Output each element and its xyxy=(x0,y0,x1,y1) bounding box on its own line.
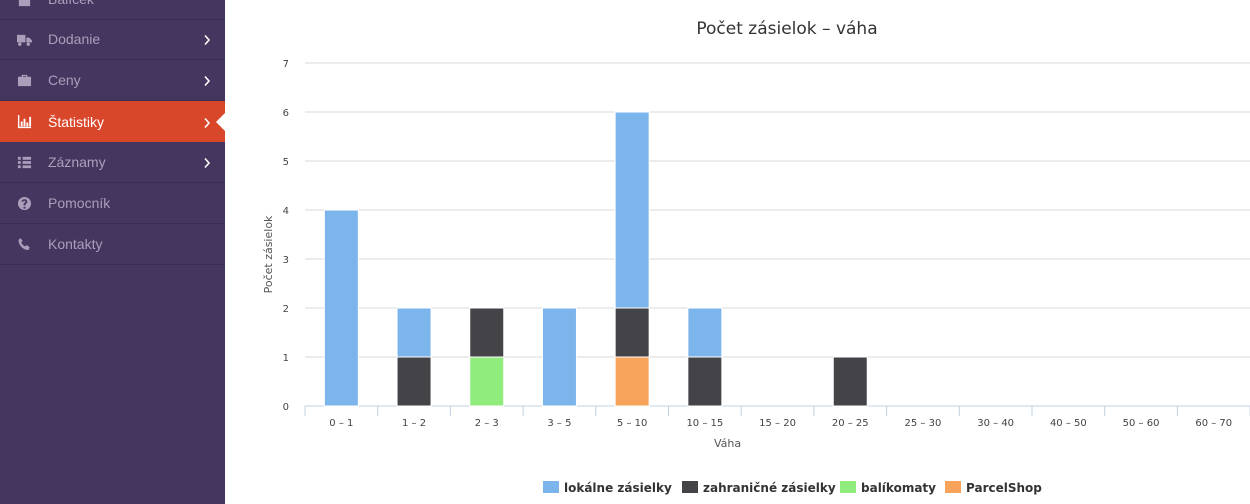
legend-label: lokálne zásielky xyxy=(564,481,672,495)
legend-item[interactable]: lokálne zásielky xyxy=(543,481,672,495)
sidebar-item-label: Balíček xyxy=(48,0,225,7)
sidebar-item-label: Pomocník xyxy=(48,195,111,211)
bar-balikomaty xyxy=(469,356,505,407)
x-tick-label: 20 – 25 xyxy=(832,418,869,429)
bar-parcelshop xyxy=(614,356,650,407)
y-tick-label: 0 xyxy=(283,402,289,413)
question-circle-icon xyxy=(0,183,48,223)
truck-icon xyxy=(0,19,48,59)
legend-swatch xyxy=(543,481,559,493)
sidebar: Balíček Dodanie Ceny Štatistiky Záznamy Pomoc… xyxy=(0,0,225,504)
sidebar-item-label: Záznamy xyxy=(48,154,106,170)
chevron-right-icon xyxy=(203,33,211,46)
x-tick-label: 0 – 1 xyxy=(329,418,353,429)
sidebar-item-zaznamy[interactable]: Záznamy xyxy=(0,142,225,183)
bar-zahranicne-zasielky xyxy=(469,307,505,358)
x-tick-label: 1 – 2 xyxy=(402,418,426,429)
legend-label: zahraničné zásielky xyxy=(703,481,836,495)
bar-lokalne-zasielky xyxy=(323,209,359,407)
sidebar-item-label: Ceny xyxy=(48,72,81,88)
y-tick-label: 4 xyxy=(283,206,289,217)
chart-title: Počet zásielok – váha xyxy=(696,19,877,39)
legend-swatch xyxy=(682,481,698,493)
bars-group xyxy=(323,111,868,407)
x-tick-label: 30 – 40 xyxy=(977,418,1014,429)
x-tick-label: 2 – 3 xyxy=(475,418,499,429)
bar-zahranicne-zasielky xyxy=(832,356,868,407)
legend-swatch xyxy=(840,481,856,493)
x-tick-label: 25 – 30 xyxy=(905,418,942,429)
bar-lokalne-zasielky xyxy=(541,307,577,407)
sidebar-item-statistiky[interactable]: Štatistiky xyxy=(0,101,225,142)
chevron-right-icon xyxy=(203,116,211,128)
briefcase-icon xyxy=(0,60,48,100)
x-tick-label: 40 – 50 xyxy=(1050,418,1087,429)
x-tick-label: 10 – 15 xyxy=(686,418,723,429)
y-tick-label: 3 xyxy=(283,255,289,266)
legend-label: balíkomaty xyxy=(861,481,936,495)
y-axis-title: Počet zásielok xyxy=(262,215,275,293)
sidebar-item-label: Kontakty xyxy=(48,236,103,252)
legend-item[interactable]: balíkomaty xyxy=(840,481,936,495)
chevron-right-icon xyxy=(203,156,211,169)
sidebar-item-ceny[interactable]: Ceny xyxy=(0,60,225,101)
legend-swatch xyxy=(945,481,961,493)
bar-lokalne-zasielky xyxy=(396,307,432,358)
sidebar-item-kontakty[interactable]: Kontakty xyxy=(0,224,225,265)
x-tick-label: 5 – 10 xyxy=(617,418,647,429)
bar-zahranicne-zasielky xyxy=(687,356,723,407)
sidebar-item-balicek[interactable]: Balíček xyxy=(0,0,225,20)
phone-icon xyxy=(0,224,48,264)
y-tick-label: 6 xyxy=(283,108,289,119)
list-icon xyxy=(0,142,48,182)
legend-item[interactable]: ParcelShop xyxy=(945,481,1042,495)
sidebar-item-label: Štatistiky xyxy=(48,113,105,130)
sidebar-item-pomocnik[interactable]: Pomocník xyxy=(0,183,225,224)
y-tick-label: 7 xyxy=(283,59,289,70)
bar-lokalne-zasielky xyxy=(614,111,650,309)
x-axis-title: Váha xyxy=(714,437,741,450)
sidebar-item-dodanie[interactable]: Dodanie xyxy=(0,19,225,60)
bar-zahranicne-zasielky xyxy=(396,356,432,407)
active-indicator xyxy=(216,112,225,131)
legend-item[interactable]: zahraničné zásielky xyxy=(682,481,836,495)
bar-zahranicne-zasielky xyxy=(614,307,650,358)
chevron-right-icon xyxy=(203,74,211,87)
legend-label: ParcelShop xyxy=(966,481,1042,495)
bar-lokalne-zasielky xyxy=(687,307,723,358)
sidebar-item-label: Dodanie xyxy=(48,31,101,47)
x-tick-label: 15 – 20 xyxy=(759,418,796,429)
y-tick-label: 2 xyxy=(283,304,289,315)
x-tick-label: 3 – 5 xyxy=(547,418,571,429)
y-tick-label: 5 xyxy=(283,157,289,168)
x-tick-label: 50 – 60 xyxy=(1123,418,1160,429)
y-tick-label: 1 xyxy=(283,353,289,364)
chart-legend: lokálne zásielky zahraničné zásielky balík… xyxy=(543,481,1042,495)
package-icon xyxy=(0,0,48,19)
x-tick-label: 60 – 70 xyxy=(1195,418,1232,429)
bar-chart-icon xyxy=(0,101,48,142)
chart: Počet zásielok – váha 0 1 2 3 4 5 6 7 0 – 1 1 – 2 2… xyxy=(262,19,1250,495)
chart-container: Počet zásielok – váha 0 1 2 3 4 5 6 7 0 – 1 1 – 2 2… xyxy=(225,0,1250,504)
